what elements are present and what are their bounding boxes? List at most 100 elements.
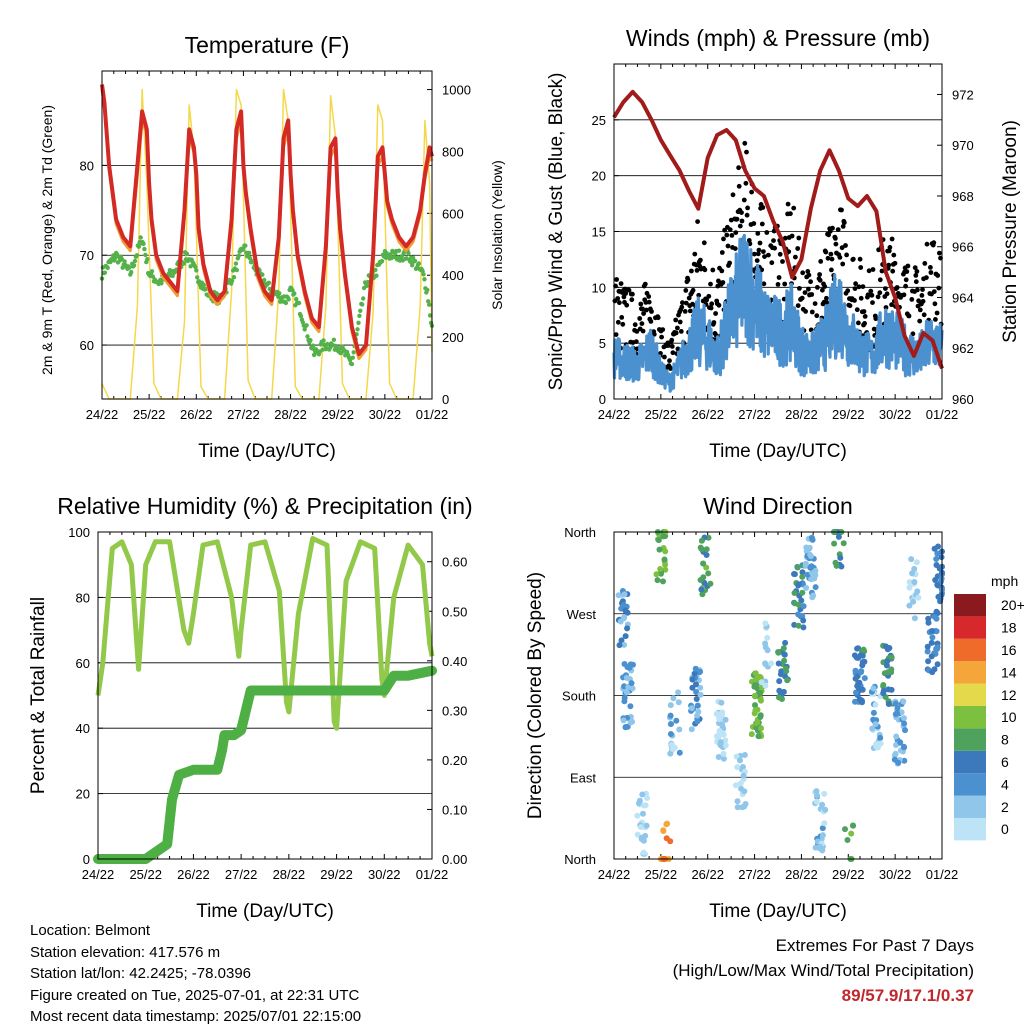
dewpoint-point (412, 258, 418, 264)
gust-point (789, 233, 795, 239)
gust-point (655, 315, 661, 321)
direction-point (791, 600, 798, 607)
dewpoint-point (193, 264, 198, 270)
elevation-text: Station elevation: 417.576 m (30, 943, 221, 961)
dewpoint-point (266, 280, 272, 285)
extremes-title: Extremes For Past 7 Days (775, 936, 974, 955)
gust-point (887, 245, 893, 250)
gust-point (857, 256, 863, 262)
plot-frame (97, 531, 433, 860)
direction-point (870, 685, 877, 692)
gust-point (667, 358, 672, 364)
direction-point (924, 648, 931, 655)
dewpoint-point (233, 261, 239, 266)
x-tick-label: 27/22 (738, 867, 771, 882)
direction-point (810, 592, 817, 599)
direction-point (780, 645, 787, 652)
direction-point (740, 772, 747, 779)
direction-point (693, 696, 700, 702)
colorbar-swatch (954, 728, 986, 751)
gust-point (702, 267, 708, 273)
gust-point (772, 245, 777, 251)
dewpoint-point (379, 259, 385, 264)
gust-point (720, 280, 726, 285)
chart-title: Temperature (F) (185, 32, 350, 58)
direction-point (720, 755, 727, 762)
gust-point (620, 321, 626, 327)
y-tick-label: 25 (592, 113, 606, 128)
direction-point (713, 733, 720, 740)
gust-point (680, 300, 685, 306)
y-tick-label: 10 (592, 280, 606, 295)
gust-point (761, 281, 767, 287)
chart-title: Winds (mph) & Pressure (mb) (626, 25, 930, 51)
colorbar-label: 2 (1001, 799, 1009, 815)
direction-point (657, 566, 664, 572)
direction-point (869, 725, 876, 732)
direction-point (734, 798, 741, 805)
direction-point (781, 657, 788, 664)
direction-point (623, 674, 630, 681)
direction-point (624, 625, 631, 632)
x-tick-label: 29/22 (832, 867, 865, 882)
gust-point (928, 265, 933, 270)
dewpoint-point (292, 291, 297, 296)
y2-tick-label: 0.30 (442, 703, 467, 718)
gust-point (632, 322, 638, 328)
direction-point (694, 702, 701, 709)
dewpoint-point (358, 308, 363, 313)
gust-point (670, 350, 676, 356)
direction-point (850, 822, 857, 829)
gust-point (759, 221, 765, 227)
direction-point (884, 658, 891, 665)
dewpoint-point (143, 252, 148, 258)
gust-point (921, 312, 927, 318)
gust-point (844, 252, 849, 258)
extremes-values: 89/57.9/17.1/0.37 (841, 986, 974, 1005)
direction-point (640, 849, 647, 856)
dewpoint-point (170, 273, 175, 279)
gust-point (828, 251, 834, 257)
direction-point (656, 546, 663, 553)
gust-point (870, 300, 875, 305)
direction-point (643, 822, 650, 829)
dewpoint-point (373, 267, 378, 273)
direction-point (902, 727, 908, 734)
direction-point (655, 537, 662, 544)
dewpoint-point (406, 250, 411, 256)
direction-point (663, 835, 670, 842)
direction-point (807, 564, 814, 571)
direction-point (929, 634, 936, 641)
gust-point (764, 230, 770, 235)
gust-point (725, 243, 731, 249)
gust-point (870, 267, 876, 272)
gust-point (892, 260, 898, 266)
dewpoint-point (229, 278, 235, 284)
gust-point (856, 320, 861, 326)
direction-point (762, 620, 769, 627)
direction-point (842, 826, 848, 833)
gust-point (638, 301, 644, 307)
dewpoint-point (181, 261, 187, 266)
direction-point (784, 677, 791, 684)
direction-point (676, 726, 683, 733)
gust-point (749, 189, 754, 195)
direction-point (700, 574, 707, 581)
gust-point (817, 272, 822, 277)
direction-point (934, 646, 941, 652)
colorbar-label: 6 (1001, 754, 1009, 770)
direction-point (764, 634, 771, 641)
direction-point (622, 607, 629, 614)
gust-point (873, 316, 879, 322)
humidity-precip-panel: Relative Humidity (%) & Precipitation (i… (28, 493, 473, 922)
gust-point (841, 220, 847, 226)
gust-point (669, 344, 675, 349)
gust-point (615, 319, 621, 325)
gust-point (788, 211, 793, 217)
gust-point (817, 277, 823, 283)
direction-point (780, 688, 787, 695)
gust-point (879, 268, 885, 274)
gust-point (743, 180, 749, 186)
direction-point (854, 645, 861, 652)
